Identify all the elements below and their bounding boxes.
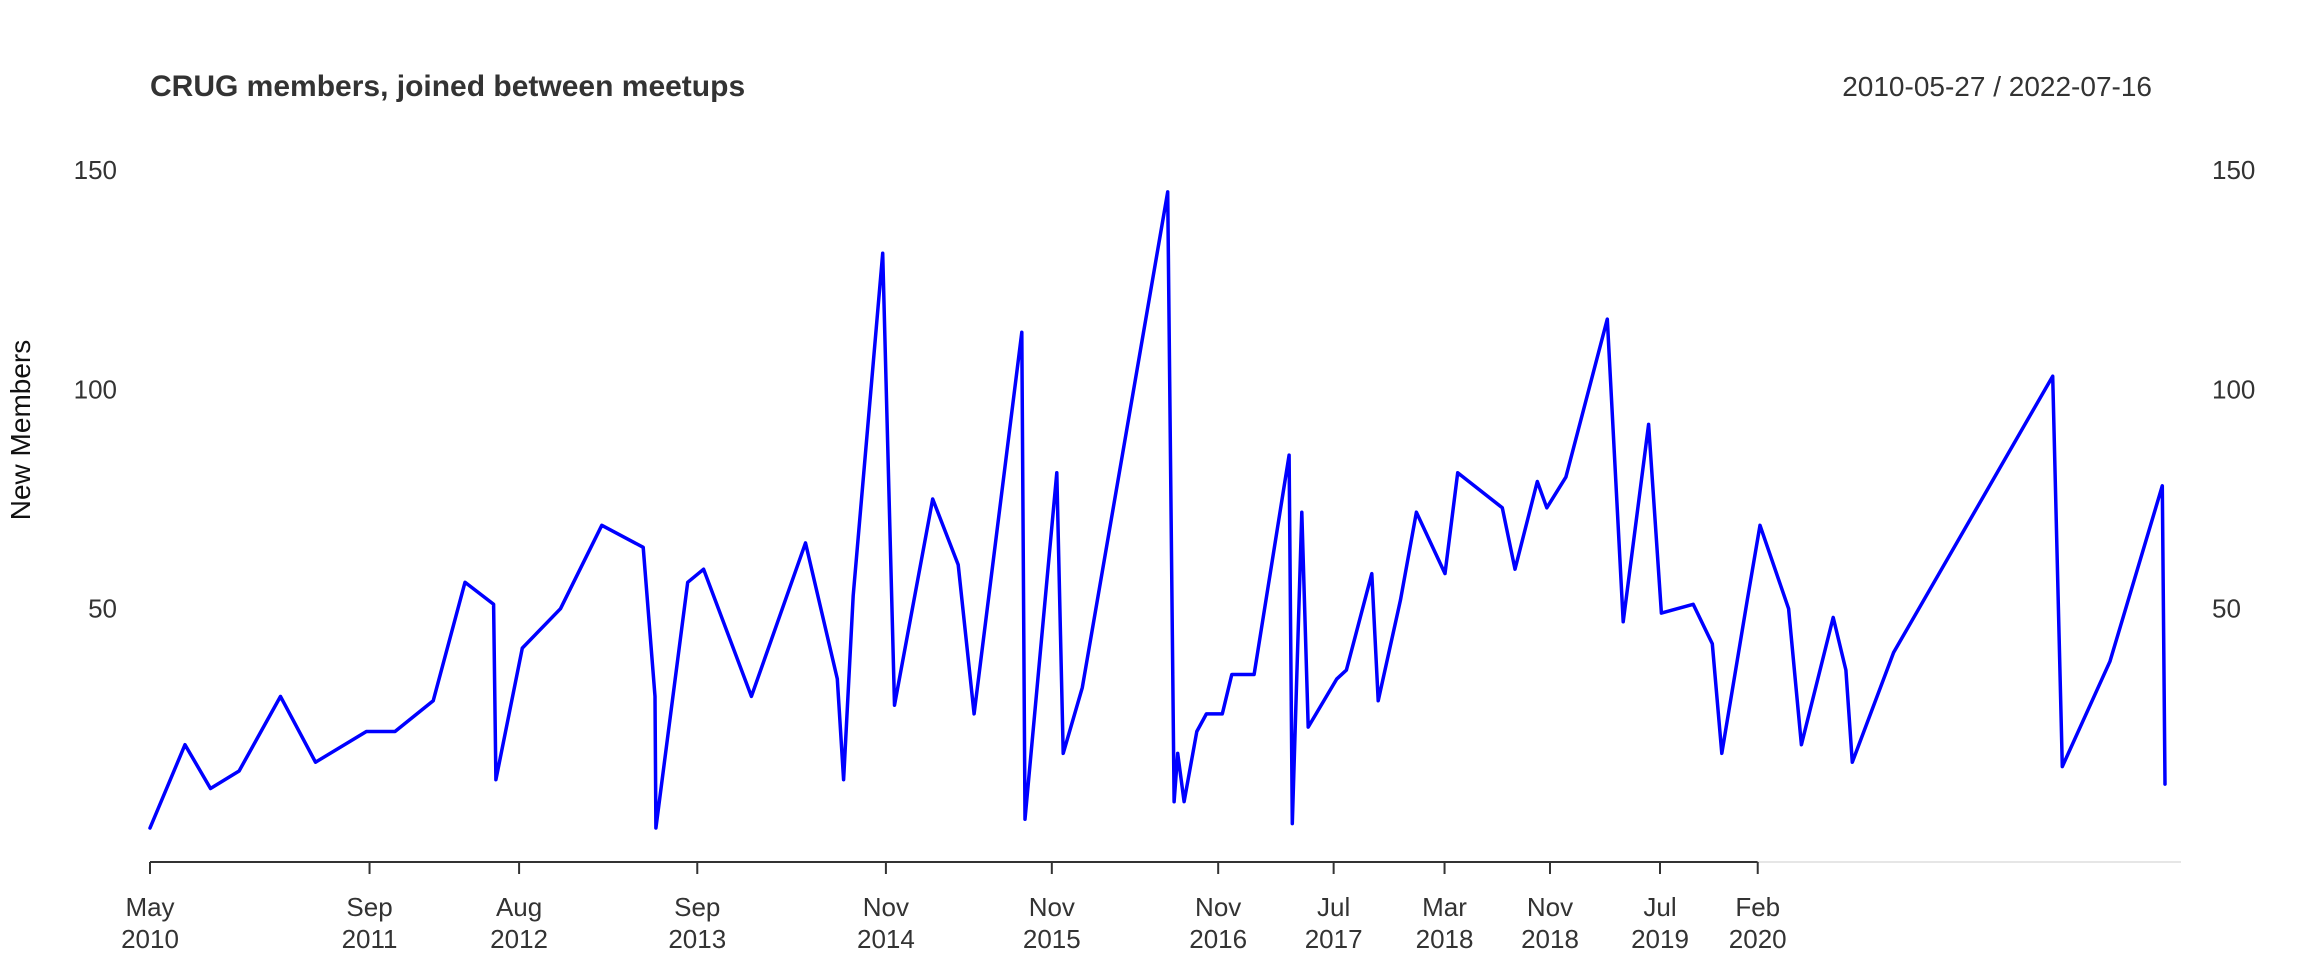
x-tick-label: Mar 2018 xyxy=(1416,892,1474,954)
x-tick-label: May 2010 xyxy=(121,892,179,954)
y-tick-label-right: 100 xyxy=(2212,374,2255,404)
series-line xyxy=(148,190,2167,830)
x-tick-label: Sep 2011 xyxy=(342,892,398,954)
y-tick-label-right: 150 xyxy=(2212,155,2255,185)
y-tick-label-left: 150 xyxy=(74,155,117,185)
y-axis-right: 50 100 150 xyxy=(2212,155,2255,624)
date-range-label: 2010-05-27 / 2022-07-16 xyxy=(1842,71,2152,102)
x-tick-label: Feb 2020 xyxy=(1729,892,1787,954)
x-tick-label: Jul 2017 xyxy=(1305,892,1363,954)
x-tick-label: Nov 2014 xyxy=(857,892,915,954)
x-tick-label: Jul 2019 xyxy=(1631,892,1689,954)
x-tick-label: Nov 2018 xyxy=(1521,892,1579,954)
y-tick-label-left: 50 xyxy=(88,594,117,624)
y-axis-label: New Members xyxy=(5,340,36,520)
x-tick-label: Nov 2016 xyxy=(1189,892,1247,954)
y-tick-label-right: 50 xyxy=(2212,594,2241,624)
y-axis-left: 50 100 150 xyxy=(74,155,117,624)
y-tick-label-left: 100 xyxy=(74,374,117,404)
chart-title: CRUG members, joined between meetups xyxy=(150,70,745,103)
series-layer xyxy=(148,190,2167,830)
x-axis: May 2010 Sep 2011 Aug 2012 Sep 2013 Nov 2014 Nov 20… xyxy=(121,861,2181,954)
x-tick-label: Nov 2015 xyxy=(1023,892,1081,954)
x-tick-label: Aug 2012 xyxy=(490,892,548,954)
x-tick-label: Sep 2013 xyxy=(668,892,726,954)
